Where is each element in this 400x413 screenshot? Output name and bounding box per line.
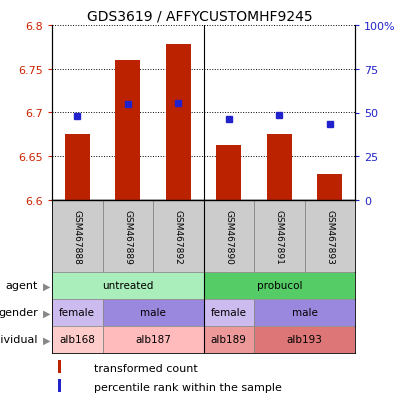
Bar: [102, 201, 153, 272]
Text: transformed count: transformed count: [94, 363, 198, 373]
Text: GSM467892: GSM467892: [174, 209, 183, 264]
Text: alb168: alb168: [59, 335, 95, 345]
Bar: [52, 299, 102, 326]
Bar: [65, 135, 90, 201]
Bar: [254, 201, 304, 272]
Bar: [153, 201, 204, 272]
Text: male: male: [140, 308, 166, 318]
Text: alb193: alb193: [286, 335, 322, 345]
Bar: [52, 326, 102, 353]
Bar: [166, 45, 191, 201]
Bar: [58, 379, 61, 392]
Text: ▶: ▶: [42, 308, 50, 318]
Text: GSM467888: GSM467888: [73, 209, 82, 264]
Text: individual: individual: [0, 335, 38, 345]
Bar: [204, 299, 254, 326]
Text: gender: gender: [0, 308, 38, 318]
Text: male: male: [292, 308, 318, 318]
Bar: [102, 299, 204, 326]
Text: alb189: alb189: [211, 335, 247, 345]
Text: agent: agent: [6, 281, 38, 291]
Text: GSM467893: GSM467893: [325, 209, 334, 264]
Bar: [317, 174, 342, 201]
Text: GSM467890: GSM467890: [224, 209, 233, 264]
Bar: [267, 135, 292, 201]
Bar: [52, 272, 204, 299]
Text: probucol: probucol: [256, 281, 302, 291]
Bar: [204, 201, 254, 272]
Bar: [115, 61, 140, 201]
Bar: [52, 201, 102, 272]
Text: GSM467889: GSM467889: [123, 209, 132, 264]
Text: alb187: alb187: [135, 335, 171, 345]
Text: untreated: untreated: [102, 281, 154, 291]
Text: GSM467891: GSM467891: [275, 209, 284, 264]
Bar: [102, 326, 204, 353]
Bar: [58, 360, 61, 373]
Text: GDS3619 / AFFYCUSTOMHF9245: GDS3619 / AFFYCUSTOMHF9245: [87, 10, 313, 24]
Bar: [204, 326, 254, 353]
Text: percentile rank within the sample: percentile rank within the sample: [94, 382, 282, 392]
Bar: [304, 201, 355, 272]
Text: ▶: ▶: [42, 335, 50, 345]
Bar: [204, 272, 355, 299]
Text: ▶: ▶: [42, 281, 50, 291]
Bar: [216, 145, 241, 201]
Bar: [254, 299, 355, 326]
Text: female: female: [59, 308, 95, 318]
Bar: [254, 326, 355, 353]
Text: female: female: [211, 308, 247, 318]
